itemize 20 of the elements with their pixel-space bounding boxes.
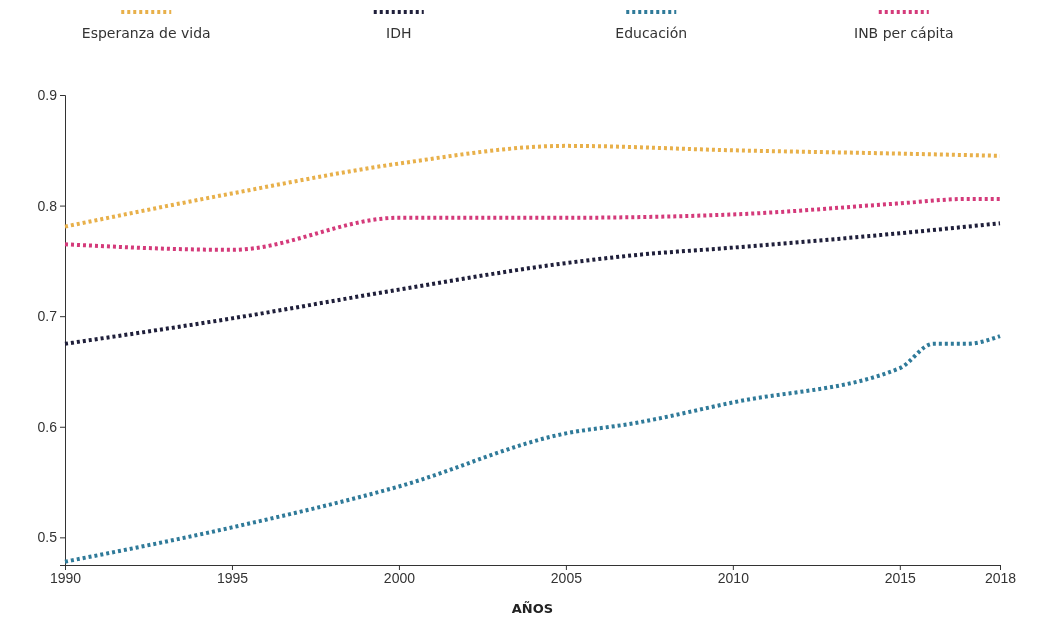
x-tick-label: 2000 [383,569,416,586]
y-tick-label: 0.8 [37,197,58,214]
x-tick-label: 2015 [884,569,917,586]
x-axis-title: AÑOS [511,601,554,616]
line-series [63,334,1002,564]
x-tick-label: 2010 [717,569,750,586]
x-tick-label: 2018 [984,569,1017,586]
x-tick-label: 2005 [550,569,583,586]
x-tick-label: 1995 [216,569,249,586]
line-series [63,221,1002,346]
line-series [63,196,1002,252]
y-tick-label: 0.6 [37,418,58,435]
y-tick-label: 0.7 [37,308,58,325]
legend-label: Esperanza de vida [81,25,211,41]
legend-label: INB per cápita [854,25,954,41]
y-tick-label: 0.9 [37,86,58,103]
y-tick-label: 0.5 [37,529,58,546]
legend-label: Educación [615,25,688,41]
legend-label: IDH [386,25,412,41]
x-tick-label: 1990 [49,569,82,586]
